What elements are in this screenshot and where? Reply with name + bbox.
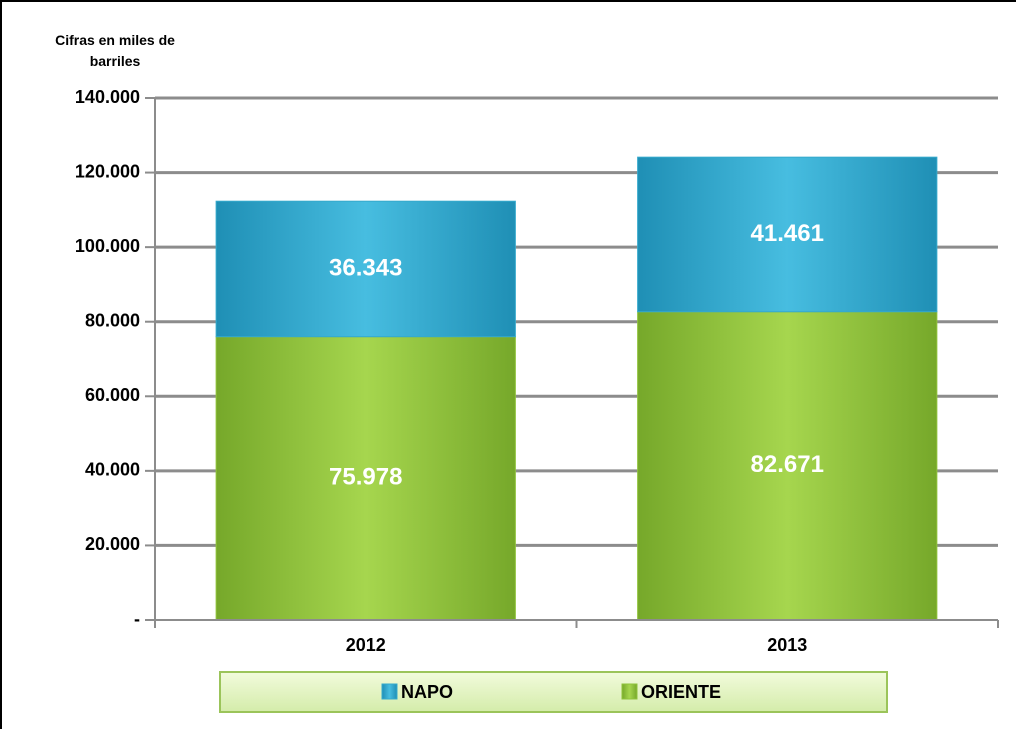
x-tick-label: 2013: [767, 635, 807, 655]
y-tick-label: 60.000: [85, 385, 140, 405]
data-label: 75.978: [329, 464, 402, 491]
legend-swatch: [381, 683, 398, 700]
y-tick-label: 140.000: [75, 87, 140, 107]
bar-segment: [215, 336, 516, 621]
bar-segment: [215, 200, 516, 338]
bar-segment: [637, 311, 938, 621]
legend-label: ORIENTE: [641, 682, 721, 702]
legend-swatch: [621, 683, 638, 700]
y-tick-label: -: [134, 609, 140, 629]
x-tick-label: 2012: [346, 635, 386, 655]
y-axis-label: Cifras en miles de barriles: [55, 32, 175, 69]
data-label: 82.671: [751, 451, 824, 478]
y-tick-label: 100.000: [75, 236, 140, 256]
data-label: 36.343: [329, 254, 402, 281]
y-tick-label: 80.000: [85, 310, 140, 330]
legend-box: [219, 671, 888, 713]
legend-label: NAPO: [401, 682, 453, 702]
data-label: 41.461: [751, 220, 824, 247]
y-tick-label: 40.000: [85, 460, 140, 480]
bar-segment: [637, 156, 938, 313]
y-tick-label: 120.000: [75, 161, 140, 181]
y-tick-label: 20.000: [85, 534, 140, 554]
